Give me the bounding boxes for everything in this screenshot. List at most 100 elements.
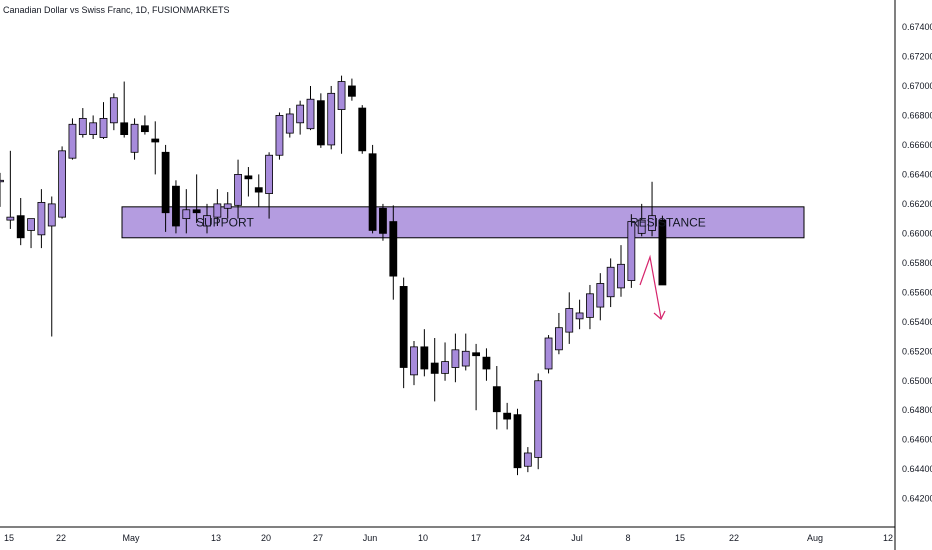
price-tick-label: 0.65200	[902, 346, 932, 356]
candle-body[interactable]	[555, 327, 563, 351]
candle-body[interactable]	[306, 98, 315, 130]
candle-body[interactable]	[513, 414, 522, 469]
candle-body[interactable]	[523, 452, 532, 467]
time-tick-label: 12	[883, 533, 893, 543]
candle-body[interactable]	[120, 122, 129, 136]
candle-body[interactable]	[0, 179, 4, 183]
candle-body[interactable]	[648, 215, 656, 231]
candle-body[interactable]	[182, 209, 191, 220]
time-tick-label: 15	[675, 533, 685, 543]
candle-body[interactable]	[37, 202, 46, 236]
price-tick-label: 0.64400	[902, 464, 932, 474]
candle-body[interactable]	[161, 151, 170, 214]
candle-body[interactable]	[254, 187, 263, 193]
candle-body[interactable]	[192, 209, 201, 214]
candle-body[interactable]	[658, 219, 667, 286]
candle-body[interactable]	[47, 203, 56, 227]
candle-body[interactable]	[285, 113, 294, 134]
price-tick-label: 0.65000	[902, 376, 932, 386]
price-tick-label: 0.65600	[902, 287, 932, 297]
time-tick-label: 20	[261, 533, 271, 543]
candle-body[interactable]	[130, 123, 139, 153]
candle-body[interactable]	[451, 349, 460, 368]
candle-body[interactable]	[586, 293, 594, 318]
price-tick-label: 0.67200	[902, 51, 932, 61]
candle-body[interactable]	[627, 221, 636, 281]
time-tick-label: 15	[4, 533, 14, 543]
candle-body[interactable]	[316, 100, 325, 146]
candle-body[interactable]	[337, 81, 346, 110]
support-label: SUPPORT	[196, 215, 254, 229]
time-tick-label: 13	[211, 533, 221, 543]
candle-body[interactable]	[534, 380, 543, 458]
arrow-head-icon	[653, 310, 666, 320]
candle-body[interactable]	[234, 173, 242, 206]
price-tick-label: 0.64600	[902, 435, 932, 445]
price-tick-label: 0.64800	[902, 405, 932, 415]
time-tick-label: 10	[418, 533, 428, 543]
price-tick-label: 0.66200	[902, 199, 932, 209]
candle-body[interactable]	[6, 216, 15, 221]
candle-body[interactable]	[503, 412, 512, 420]
candle-body[interactable]	[606, 266, 615, 298]
time-tick-label: Jul	[571, 533, 583, 543]
candle-body[interactable]	[203, 215, 211, 227]
price-tick-label: 0.64200	[902, 494, 932, 504]
time-tick-label: 24	[520, 533, 530, 543]
candle-body[interactable]	[430, 362, 439, 374]
candle-body[interactable]	[244, 175, 253, 180]
candle-body[interactable]	[151, 138, 160, 143]
candle-body[interactable]	[637, 219, 646, 234]
price-tick-label: 0.66400	[902, 169, 932, 179]
candle-body[interactable]	[358, 107, 367, 152]
candle-body[interactable]	[544, 337, 553, 370]
candle-body[interactable]	[275, 115, 284, 156]
candle-body[interactable]	[296, 104, 305, 124]
time-tick-label: 8	[625, 533, 630, 543]
candle-body[interactable]	[389, 221, 398, 277]
candle-body[interactable]	[109, 97, 118, 124]
down-arrow-icon	[639, 254, 662, 319]
time-tick-label: Aug	[807, 533, 823, 543]
candle-body[interactable]	[347, 85, 356, 97]
candle-body[interactable]	[379, 207, 387, 234]
price-tick-label: 0.66600	[902, 140, 932, 150]
support-resistance-zone[interactable]	[121, 206, 805, 239]
time-tick-label: 22	[56, 533, 66, 543]
candle-body[interactable]	[27, 218, 35, 231]
candle-body[interactable]	[565, 308, 574, 333]
candle-body[interactable]	[213, 203, 222, 218]
candle-body[interactable]	[327, 92, 336, 146]
price-tick-label: 0.66000	[902, 228, 932, 238]
candle-body[interactable]	[420, 346, 429, 370]
candle-body[interactable]	[617, 263, 625, 289]
candle-body[interactable]	[410, 346, 418, 376]
candle-body[interactable]	[172, 185, 180, 227]
candle-body[interactable]	[223, 203, 232, 209]
candle-body[interactable]	[265, 154, 274, 194]
candle-body[interactable]	[68, 123, 77, 159]
price-tick-label: 0.67000	[902, 81, 932, 91]
candle-body[interactable]	[575, 312, 584, 320]
chart-title: Canadian Dollar vs Swiss Franc, 1D, FUSI…	[3, 5, 230, 15]
candle-body[interactable]	[58, 150, 66, 218]
resistance-label: RESISTANCE	[630, 215, 706, 229]
candle-body[interactable]	[492, 386, 501, 413]
time-tick-label: 17	[471, 533, 481, 543]
candle-body[interactable]	[399, 286, 408, 368]
candle-body[interactable]	[89, 122, 98, 136]
candle-body[interactable]	[472, 352, 481, 357]
candle-body[interactable]	[99, 117, 108, 138]
candle-body[interactable]	[368, 153, 377, 231]
time-tick-label: 22	[729, 533, 739, 543]
candle-body[interactable]	[461, 350, 470, 367]
candle-body[interactable]	[16, 215, 25, 239]
time-tick-label: 27	[313, 533, 323, 543]
time-tick-label: May	[122, 533, 140, 543]
candle-body[interactable]	[482, 356, 491, 370]
candle-body[interactable]	[441, 361, 449, 374]
candle-body[interactable]	[596, 283, 605, 308]
candle-body[interactable]	[78, 117, 87, 136]
candle-body[interactable]	[140, 125, 149, 133]
